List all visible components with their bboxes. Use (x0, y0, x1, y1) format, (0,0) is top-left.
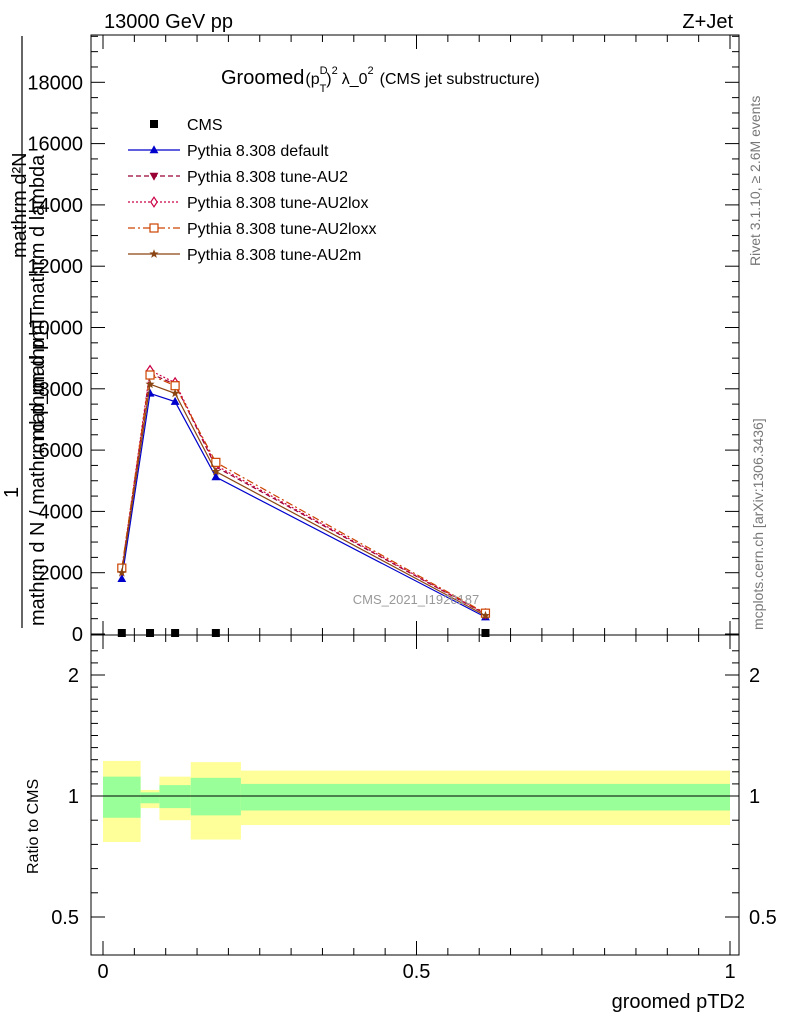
legend-label: CMS (187, 117, 223, 134)
ylabel-main-one: 1 (1, 487, 23, 498)
legend-marker (150, 120, 158, 128)
series-pythia-8-308-tune-au2 (117, 370, 490, 619)
xlabel: groomed pTD2 (612, 991, 745, 1013)
legend-item: Pythia 8.308 tune-AU2lox (128, 195, 368, 212)
data-point (145, 370, 155, 380)
title-close: ) (326, 71, 331, 88)
series-line (121, 383, 486, 617)
main-ytick-label: 12000 (27, 256, 83, 278)
data-point (170, 388, 180, 398)
main-ytick-label: 2000 (39, 563, 84, 585)
main-ytick-label: 10000 (27, 318, 83, 340)
data-point (145, 388, 155, 397)
legend-item: Pythia 8.308 default (128, 143, 329, 160)
ratio-band-green (190, 777, 241, 816)
ratio-ytick-label-left: 1 (68, 786, 79, 808)
title-tail: (CMS jet substructure) (380, 71, 540, 88)
process-label: Z+Jet (682, 11, 733, 33)
ratio-ytick-label-left: 0.5 (51, 907, 79, 929)
ylabel-main-denominator-two: mathrm d p_T mathrm d lambda (27, 154, 49, 440)
title-sup-lambda: 2 (368, 65, 374, 77)
title-sup-2: 2 (332, 65, 338, 77)
main-ytick-label: 16000 (27, 134, 83, 156)
ratio-panel-frame (90, 634, 740, 956)
legend-marker (149, 172, 159, 181)
ratio-bands (103, 760, 730, 842)
title-sup-d: D (320, 65, 328, 77)
legend-item: Pythia 8.308 tune-AU2loxx (128, 221, 376, 238)
data-point (481, 629, 490, 637)
data-point (170, 396, 180, 405)
ratio-ytick-label-right: 2 (749, 665, 760, 687)
main-ytick-label: 4000 (39, 501, 84, 523)
legend-label: Pythia 8.308 default (187, 143, 329, 160)
series-cms (117, 629, 490, 637)
title-lambda: λ_0 (342, 71, 368, 88)
analysis-watermark: CMS_2021_I1920187 (353, 592, 480, 607)
ylabel-main-numerator-two: mathrm d²N (9, 152, 31, 258)
series-line (121, 374, 486, 614)
series-line (121, 372, 486, 615)
data-point (211, 457, 221, 467)
series-line (121, 369, 486, 615)
legend-label: Pythia 8.308 tune-AU2 (187, 169, 348, 186)
main-ytick-label: 18000 (27, 72, 83, 94)
legend-marker (150, 196, 158, 208)
legend-marker (149, 249, 159, 258)
energy-label: 13000 GeV pp (104, 11, 233, 33)
series-line (121, 392, 486, 618)
data-point (480, 610, 491, 620)
data-point (211, 466, 221, 476)
data-point (145, 379, 155, 389)
data-point (117, 629, 126, 637)
title-p: (p (305, 71, 319, 88)
plot-title: Groomed(pD T)2 λ_02 (CMS jet substructure) (221, 65, 540, 95)
ratio-ytick-label-right: 1 (749, 786, 760, 808)
ratio-y-ticks: 0.5 0.5 1 1 2 2 (51, 650, 777, 929)
legend-marker (149, 145, 159, 154)
series-pythia-8-308-tune-au2loxx (117, 370, 491, 618)
series-group (117, 364, 491, 637)
legend-marker (149, 223, 159, 233)
legend-label: Pythia 8.308 tune-AU2loxx (187, 221, 376, 238)
ylabel-ratio: Ratio to CMS (25, 779, 42, 874)
legend: CMS Pythia 8.308 default Pythia 8.308 tune… (128, 117, 376, 264)
legend-item: Pythia 8.308 tune-AU2m (128, 247, 361, 264)
data-point (117, 574, 127, 583)
xtick-label: 0 (97, 961, 108, 983)
xtick-label: 0.5 (403, 961, 431, 983)
ylabel-main-denominator: mathrm d N / mathrm d p_mathrm T (27, 307, 49, 626)
legend-item: CMS (150, 117, 223, 134)
legend-label: Pythia 8.308 tune-AU2m (187, 247, 361, 264)
main-ytick-label: 14000 (27, 195, 83, 217)
title-sub-t: T (320, 83, 327, 95)
ratio-ytick-label-left: 2 (68, 665, 79, 687)
ratio-band-green (240, 783, 730, 811)
series-pythia-8-308-default (117, 388, 490, 621)
main-ytick-label: 6000 (39, 440, 84, 462)
xtick-label: 1 (724, 961, 735, 983)
main-ytick-label: 8000 (39, 379, 84, 401)
data-point (117, 567, 127, 577)
data-point (170, 381, 180, 391)
ratio-band-green (140, 792, 160, 804)
ratio-band-green (159, 785, 191, 809)
rivet-label: Rivet 3.1.10, ≥ 2.6M events (747, 96, 763, 266)
ratio-band-green (103, 776, 141, 818)
data-point (171, 629, 180, 637)
legend-item: Pythia 8.308 tune-AU2 (128, 169, 348, 186)
data-point (211, 472, 221, 481)
data-point (211, 629, 220, 637)
main-ytick-label: 0 (72, 624, 83, 646)
x-ticks: 0 0.5 1 (97, 35, 736, 983)
series-pythia-8-308-tune-au2m (117, 379, 491, 620)
ratio-ytick-label-right: 0.5 (749, 907, 777, 929)
data-point (146, 629, 155, 637)
title-main: Groomed (221, 67, 304, 89)
mcplots-label: mcplots.cern.ch [arXiv:1306.3436] (750, 418, 766, 630)
main-y-ticks: 0 2000 4000 6000 8000 10000 12000 14000 16000 180… (27, 35, 739, 646)
legend-label: Pythia 8.308 tune-AU2lox (187, 195, 368, 212)
